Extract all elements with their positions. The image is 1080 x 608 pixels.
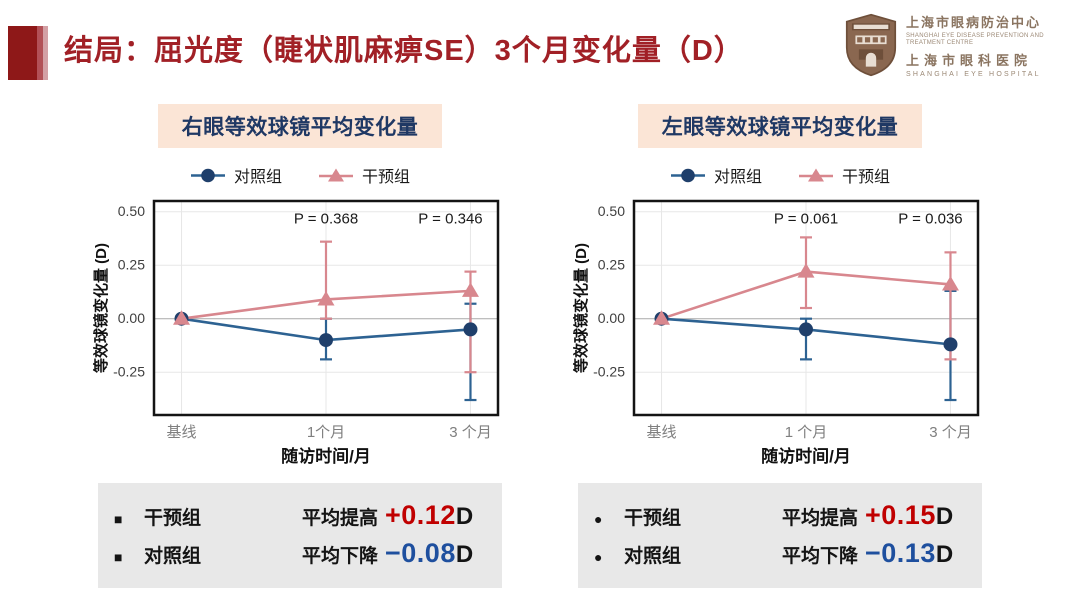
- control-marker-icon: [670, 168, 705, 182]
- legend-label-intervention: 干预组: [842, 169, 891, 186]
- chart-right-eye: 0.50 0.25 0.00 -0.25 P = 0.368 P = 0.346 基线 1个月…: [92, 199, 500, 466]
- hospital-logo-text: 上海市眼病防治中心 SHANGHAI EYE DISEASE PREVENTIO…: [906, 12, 1064, 78]
- accent-bar-dark: [8, 26, 37, 80]
- summary-row-control: ■ 对照组 平均下降 −0.08 D: [114, 538, 486, 569]
- org-name-en-1: SHANGHAI EYE DISEASE PREVENTION AND TREA…: [906, 33, 1044, 46]
- x-tick-label: 3 个月: [449, 424, 492, 441]
- legend-item-intervention: 干预组: [318, 163, 410, 187]
- summary-value: +0.15: [865, 500, 936, 530]
- summary-unit: D: [935, 503, 954, 530]
- legend-label-control: 对照组: [233, 169, 282, 186]
- panel-title-left-eye: 左眼等效球镜平均变化量: [637, 104, 923, 148]
- legend-item-intervention: 干预组: [798, 163, 890, 187]
- marker-triangle: [797, 263, 815, 278]
- marker-triangle: [941, 275, 959, 291]
- y-tick-label: -0.25: [113, 364, 145, 380]
- x-tick-label: 1个月: [307, 424, 345, 441]
- intervention-marker-icon: [799, 168, 833, 181]
- summary-label: 平均下降: [302, 546, 379, 567]
- summary-row-control: ● 对照组 平均下降 −0.13 D: [594, 538, 966, 569]
- summary-value: −0.08: [385, 538, 456, 568]
- summary-box-right-eye: ■ 干预组 平均提高 +0.12 D ■ 对照组 平均下降 −0.08 D: [98, 483, 502, 588]
- hospital-logo: 上海市眼病防治中心 SHANGHAI EYE DISEASE PREVENTIO…: [845, 12, 1064, 78]
- y-tick-label: 0.50: [118, 203, 145, 219]
- p-value-label: P = 0.036: [898, 210, 962, 227]
- intervention-marker-icon: [319, 168, 353, 181]
- p-value-label: P = 0.346: [418, 210, 482, 227]
- summary-group: 对照组: [144, 546, 202, 567]
- bullet-icon: ■: [114, 549, 123, 565]
- legend-item-control: 对照组: [190, 163, 282, 187]
- y-tick-label: 0.00: [598, 310, 625, 326]
- y-axis-title: 等效球镜变化量 (D): [92, 243, 110, 373]
- chart-panels: 右眼等效球镜平均变化量 对照组 干预组 0.50 0.25: [0, 104, 1080, 588]
- y-tick-label: 0.00: [118, 310, 145, 326]
- legend-label-control: 对照组: [713, 169, 762, 186]
- x-axis-title: 随访时间/月: [761, 446, 851, 466]
- summary-value: −0.13: [865, 538, 936, 568]
- marker-triangle: [173, 310, 191, 325]
- y-tick-label: -0.25: [593, 364, 625, 380]
- chart-left-eye: 0.50 0.25 0.00 -0.25 P = 0.061 P = 0.036 基线 1 个…: [572, 199, 980, 466]
- bullet-icon: ●: [594, 511, 603, 527]
- summary-label: 平均提高: [782, 508, 859, 529]
- summary-group: 对照组: [624, 546, 682, 567]
- bullet-icon: ■: [114, 511, 123, 527]
- summary-label: 平均提高: [302, 508, 379, 529]
- summary-unit: D: [935, 541, 954, 568]
- x-tick-label: 基线: [647, 424, 677, 441]
- legend-label-intervention: 干预组: [362, 169, 411, 186]
- title-accent-bar: [8, 26, 48, 80]
- accent-bar-mid: [37, 26, 43, 80]
- summary-group: 干预组: [624, 508, 682, 529]
- legend-item-control: 对照组: [670, 163, 762, 187]
- summary-label: 平均下降: [782, 546, 859, 567]
- y-tick-label: 0.25: [118, 257, 145, 273]
- x-tick-label: 1 个月: [785, 424, 828, 441]
- y-tick-label: 0.25: [598, 257, 625, 273]
- org-name-cn-1: 上海市眼病防治中心: [906, 15, 1042, 30]
- summary-unit: D: [455, 541, 474, 568]
- summary-value: +0.12: [385, 500, 456, 530]
- panel-title-right-eye: 右眼等效球镜平均变化量: [157, 104, 443, 148]
- marker-triangle: [461, 282, 479, 297]
- marker-circle: [319, 333, 333, 348]
- summary-unit: D: [455, 503, 474, 530]
- legend-right-eye: 对照组 干预组: [190, 163, 410, 187]
- org-name-en-2: SHANGHAI EYE HOSPITAL: [906, 71, 1041, 78]
- p-value-label: P = 0.368: [294, 210, 358, 227]
- plot-border: [632, 199, 980, 417]
- bullet-icon: ●: [594, 549, 603, 565]
- org-name-cn-2: 上海市眼科医院: [906, 53, 1033, 68]
- p-value-label: P = 0.061: [774, 210, 838, 227]
- marker-circle: [463, 322, 478, 337]
- panel-right-eye: 右眼等效球镜平均变化量 对照组 干预组 0.50 0.25: [79, 104, 521, 588]
- marker-circle: [799, 322, 813, 337]
- x-axis-title: 随访时间/月: [281, 446, 371, 466]
- accent-bar-light: [43, 26, 48, 80]
- plot-border: [152, 199, 500, 417]
- marker-triangle: [317, 290, 335, 306]
- legend-left-eye: 对照组 干预组: [670, 163, 890, 187]
- marker-circle: [943, 337, 958, 352]
- control-marker-icon: [190, 168, 225, 182]
- hospital-crest-icon: [845, 13, 897, 77]
- page-title: 结局：屈光度（睫状肌麻痹SE）3个月变化量（D）: [64, 35, 744, 67]
- panel-left-eye: 左眼等效球镜平均变化量 对照组 干预组 0.50 0.25: [559, 104, 1001, 588]
- summary-row-intervention: ■ 干预组 平均提高 +0.12 D: [114, 500, 486, 531]
- summary-group: 干预组: [144, 508, 202, 529]
- y-tick-label: 0.50: [598, 203, 625, 219]
- y-axis-title: 等效球镜变化量 (D): [572, 243, 590, 373]
- marker-triangle: [653, 310, 671, 325]
- x-tick-label: 基线: [167, 424, 197, 441]
- summary-row-intervention: ● 干预组 平均提高 +0.15 D: [594, 500, 966, 531]
- x-tick-label: 3 个月: [929, 424, 972, 441]
- summary-box-left-eye: ● 干预组 平均提高 +0.15 D ● 对照组 平均下降 −0.13 D: [578, 483, 982, 588]
